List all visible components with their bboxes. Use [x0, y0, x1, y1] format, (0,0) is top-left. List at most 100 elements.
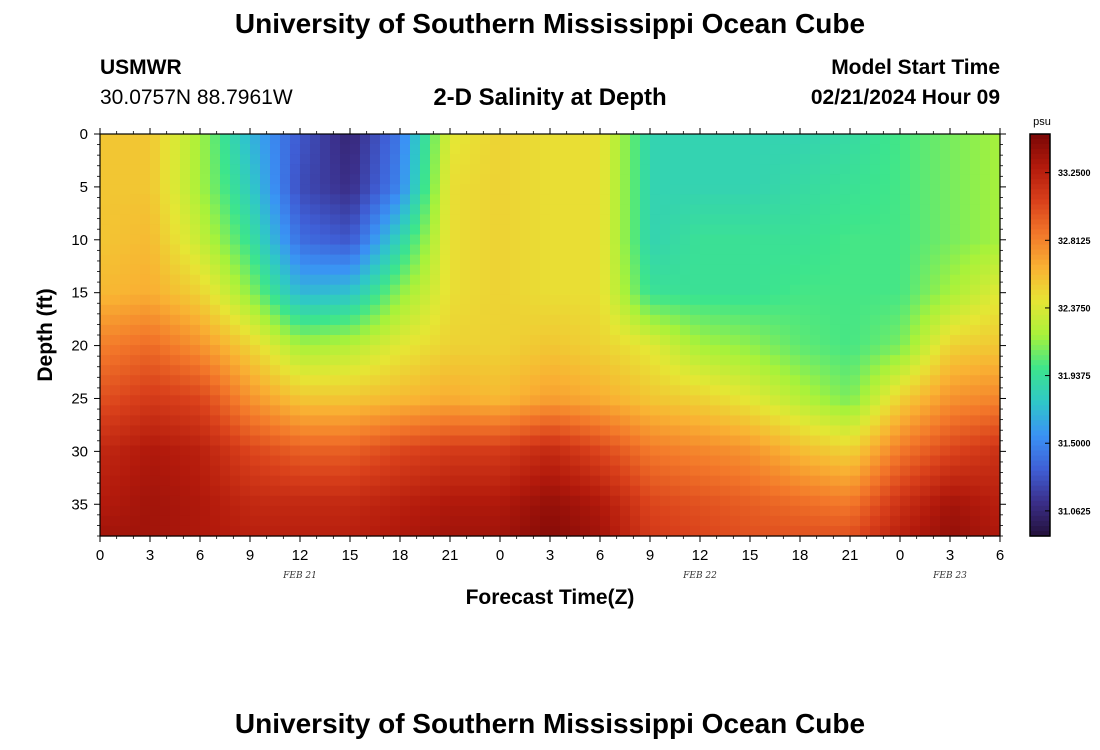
heatmap-cell: [680, 274, 691, 286]
heatmap-cell: [410, 154, 421, 165]
heatmap-cell: [130, 274, 141, 286]
heatmap-cell: [310, 335, 321, 346]
heatmap-cell: [340, 385, 351, 396]
heatmap-cell: [500, 314, 511, 326]
heatmap-cell: [780, 234, 791, 246]
heatmap-cell: [870, 445, 881, 457]
heatmap-cell: [420, 405, 431, 416]
heatmap-cell: [370, 355, 381, 366]
heatmap-cell: [770, 465, 781, 477]
heatmap-cell: [580, 475, 591, 487]
heatmap-cell: [190, 284, 201, 296]
heatmap-cell: [190, 355, 201, 366]
heatmap-cell: [710, 194, 721, 205]
heatmap-cell: [490, 194, 501, 205]
heatmap-cell: [440, 355, 451, 366]
heatmap-cell: [480, 174, 491, 185]
heatmap-cell: [950, 385, 961, 396]
heatmap-cell: [350, 314, 361, 326]
heatmap-cell: [960, 445, 971, 457]
heatmap-cell: [430, 365, 441, 376]
heatmap-cell: [270, 224, 281, 236]
heatmap-cell: [340, 134, 351, 145]
heatmap-cell: [390, 335, 401, 346]
colorbar-segment: [1030, 500, 1050, 507]
heatmap-cell: [100, 345, 111, 356]
heatmap-cell: [280, 174, 291, 185]
heatmap-cell: [480, 164, 491, 175]
heatmap-cell: [910, 355, 921, 366]
heatmap-cell: [380, 345, 391, 356]
heatmap-cell: [920, 324, 931, 336]
heatmap-cell: [160, 194, 171, 205]
heatmap-cell: [220, 505, 231, 517]
heatmap-cell: [370, 234, 381, 246]
heatmap-cell: [800, 345, 811, 356]
heatmap-cell: [670, 485, 681, 497]
heatmap-cell: [240, 445, 251, 457]
heatmap-cell: [180, 485, 191, 497]
heatmap-cell: [460, 324, 471, 336]
heatmap-cell: [820, 445, 831, 457]
heatmap-cell: [590, 455, 601, 467]
heatmap-cell: [410, 214, 421, 226]
heatmap-cell: [580, 525, 591, 537]
heatmap-cell: [110, 174, 121, 185]
heatmap-cell: [420, 194, 431, 205]
heatmap-cell: [920, 425, 931, 437]
heatmap-cell: [660, 335, 671, 346]
heatmap-cell: [180, 204, 191, 215]
heatmap-cell: [290, 445, 301, 457]
heatmap-cell: [970, 395, 981, 406]
heatmap-cell: [190, 495, 201, 507]
heatmap-cell: [410, 284, 421, 296]
heatmap-cell: [830, 294, 841, 306]
heatmap-cell: [490, 415, 501, 427]
heatmap-cell: [720, 365, 731, 376]
heatmap-cell: [310, 385, 321, 396]
heatmap-cell: [720, 264, 731, 276]
heatmap-cell: [600, 425, 611, 437]
heatmap-cell: [510, 455, 521, 467]
heatmap-cell: [910, 375, 921, 386]
heatmap-cell: [520, 355, 531, 366]
heatmap-cell: [200, 465, 211, 477]
heatmap-cell: [660, 224, 671, 236]
heatmap-cell: [410, 465, 421, 477]
heatmap-cell: [700, 324, 711, 336]
heatmap-cell: [450, 164, 461, 175]
heatmap-cell: [540, 304, 551, 316]
heatmap-cell: [680, 485, 691, 497]
heatmap-cell: [720, 154, 731, 165]
heatmap-cell: [840, 345, 851, 356]
heatmap-cell: [590, 234, 601, 246]
heatmap-cell: [240, 355, 251, 366]
heatmap-cell: [920, 455, 931, 467]
heatmap-cell: [300, 395, 311, 406]
heatmap-cell: [800, 204, 811, 215]
heatmap-cell: [950, 525, 961, 537]
heatmap-cell: [380, 214, 391, 226]
heatmap-cell: [320, 365, 331, 376]
heatmap-cell: [390, 174, 401, 185]
heatmap-cell: [640, 355, 651, 366]
heatmap-cell: [990, 405, 1001, 416]
heatmap-cell: [360, 324, 371, 336]
heatmap-cell: [170, 164, 181, 175]
heatmap-cell: [120, 154, 131, 165]
heatmap-cell: [420, 355, 431, 366]
heatmap-cell: [370, 154, 381, 165]
heatmap-cell: [150, 214, 161, 226]
heatmap-cell: [560, 134, 571, 145]
heatmap-cell: [600, 465, 611, 477]
heatmap-cell: [930, 284, 941, 296]
heatmap-cell: [660, 314, 671, 326]
heatmap-cell: [860, 445, 871, 457]
heatmap-cell: [310, 304, 321, 316]
heatmap-cell: [250, 525, 261, 537]
heatmap-cell: [620, 254, 631, 266]
heatmap-cell: [340, 154, 351, 165]
heatmap-cell: [500, 345, 511, 356]
heatmap-cell: [120, 335, 131, 346]
heatmap-cell: [280, 355, 291, 366]
